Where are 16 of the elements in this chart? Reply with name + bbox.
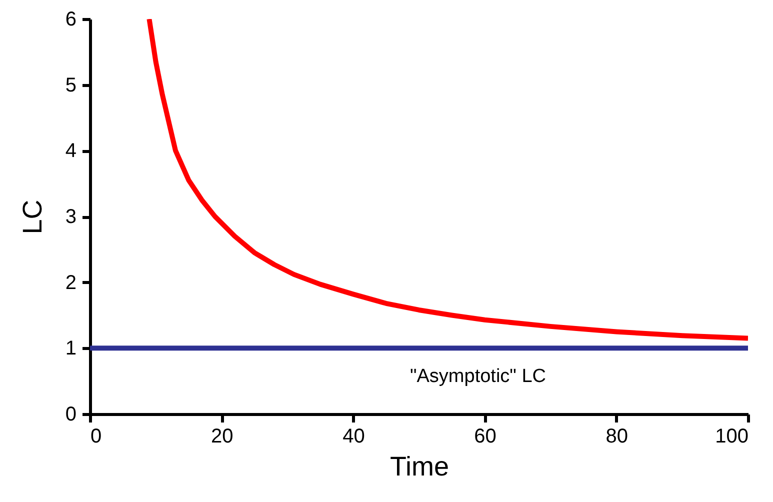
y-tick-label: 0 [65, 404, 76, 426]
x-tick-label: 80 [606, 426, 628, 448]
x-tick-label: 20 [210, 426, 234, 448]
x-axis-title: Time [390, 452, 449, 482]
y-tick-label: 3 [65, 206, 76, 228]
annotation: "Asymptotic" LC [410, 366, 546, 387]
y-tick-label: 5 [65, 74, 76, 96]
x-tick-label: 60 [474, 426, 496, 448]
y-axis-title: LC [17, 200, 48, 234]
x-tick-label: 0 [90, 426, 102, 448]
y-tick-label: 1 [65, 338, 76, 360]
y-tick-label: 6 [65, 8, 76, 30]
y-tick-label: 4 [65, 140, 76, 162]
x-tick-label: 40 [342, 426, 365, 448]
y-tick-label: 2 [65, 272, 76, 294]
x-tick-label: 100 [715, 426, 748, 448]
